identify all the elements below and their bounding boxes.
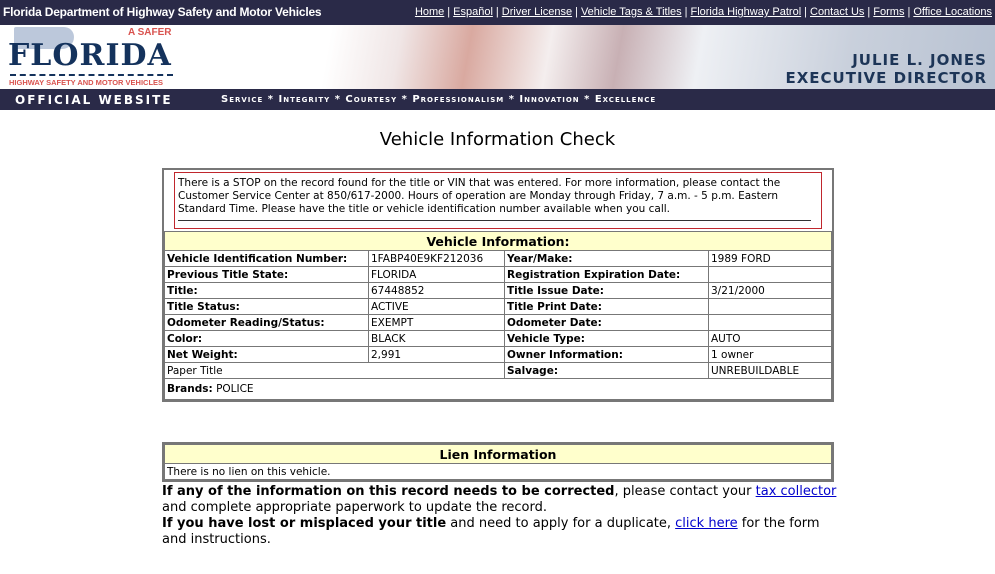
field-value: 1989 FORD bbox=[708, 250, 832, 267]
nav-strip: OFFICIAL WEBSITE Service * Integrity * C… bbox=[0, 89, 995, 110]
core-values: Service * Integrity * Courtesy * Profess… bbox=[221, 94, 657, 105]
agency-name: Florida Department of Highway Safety and… bbox=[3, 5, 322, 19]
field-label: Title Issue Date: bbox=[504, 282, 709, 299]
link-separator: | bbox=[907, 6, 911, 18]
table-row: Odometer Reading/Status: EXEMPT Odometer D… bbox=[164, 314, 832, 331]
field-value: EXEMPT bbox=[368, 314, 505, 331]
field-label: Net Weight: bbox=[164, 346, 369, 363]
nav-link-driver-license[interactable]: Driver License bbox=[501, 6, 573, 18]
field-value bbox=[708, 298, 832, 315]
stop-notice-text: There is a STOP on the record found for … bbox=[178, 177, 781, 215]
field-label: Title: bbox=[164, 282, 369, 299]
tax-collector-link[interactable]: tax collector bbox=[755, 484, 837, 499]
field-label: Title Print Date: bbox=[504, 298, 709, 315]
field-label: Year/Make: bbox=[504, 250, 709, 267]
nav-link-espa-ol[interactable]: Español bbox=[453, 6, 493, 18]
brands-value: POLICE bbox=[216, 383, 254, 395]
director-title: EXECUTIVE DIRECTOR bbox=[785, 69, 987, 87]
nav-link-florida-highway-patrol[interactable]: Florida Highway Patrol bbox=[690, 6, 802, 18]
table-row: Title Status: ACTIVE Title Print Date: bbox=[164, 298, 832, 315]
director-block: JULIE L. JONES EXECUTIVE DIRECTOR bbox=[785, 51, 987, 87]
top-bar: Florida Department of Highway Safety and… bbox=[0, 0, 995, 25]
link-separator: | bbox=[495, 6, 499, 18]
lien-text: There is no lien on this vehicle. bbox=[164, 463, 832, 480]
field-label: Registration Expiration Date: bbox=[504, 266, 709, 283]
field-label: Odometer Date: bbox=[504, 314, 709, 331]
table-row: Paper Title Salvage: UNREBUILDABLE bbox=[164, 362, 832, 379]
logo[interactable]: FLORIDA bbox=[8, 38, 172, 73]
field-label: Vehicle Type: bbox=[504, 330, 709, 347]
duplicate-note-text-end: for the form and instructions. bbox=[162, 516, 820, 547]
table-row: Title: 67448852 Title Issue Date: 3/21/2000 bbox=[164, 282, 832, 299]
stop-notice: There is a STOP on the record found for … bbox=[174, 172, 822, 229]
field-label: Odometer Reading/Status: bbox=[164, 314, 369, 331]
nav-link-home[interactable]: Home bbox=[414, 6, 445, 18]
table-row: Net Weight: 2,991 Owner Information: 1 owne… bbox=[164, 346, 832, 363]
field-value: 2,991 bbox=[368, 346, 505, 363]
correction-note-text: , please contact your bbox=[614, 484, 756, 499]
brands-cell: Brands: POLICE bbox=[164, 378, 832, 400]
lien-table: Lien Information There is no lien on thi… bbox=[164, 444, 832, 480]
field-value: BLACK bbox=[368, 330, 505, 347]
nav-link-forms[interactable]: Forms bbox=[873, 6, 905, 18]
field-label: Vehicle Identification Number: bbox=[164, 250, 369, 267]
link-separator: | bbox=[447, 6, 451, 18]
table-row: Previous Title State: FLORIDA Registration… bbox=[164, 266, 832, 283]
correction-note-text-end: and complete appropriate paperwork to up… bbox=[162, 500, 547, 515]
vehicle-info-table: Vehicle Information: Vehicle Identificat… bbox=[164, 231, 832, 400]
vehicle-info-heading: Vehicle Information: bbox=[164, 231, 832, 251]
field-label: Paper Title bbox=[164, 362, 505, 379]
field-label: Color: bbox=[164, 330, 369, 347]
footer-notes: If any of the information on this record… bbox=[162, 484, 842, 548]
field-label: Title Status: bbox=[164, 298, 369, 315]
logo-tagline: A SAFER bbox=[128, 27, 172, 38]
nav-link-contact-us[interactable]: Contact Us bbox=[810, 6, 865, 18]
field-value bbox=[708, 314, 832, 331]
divider bbox=[178, 220, 811, 221]
link-separator: | bbox=[804, 6, 807, 18]
lien-heading: Lien Information bbox=[164, 444, 832, 464]
lien-info-panel: Lien Information There is no lien on thi… bbox=[162, 442, 834, 482]
vehicle-info-panel: There is a STOP on the record found for … bbox=[162, 168, 834, 402]
page-title: Vehicle Information Check bbox=[379, 129, 616, 150]
correction-note-bold: If any of the information on this record… bbox=[162, 484, 615, 499]
field-label: Previous Title State: bbox=[164, 266, 369, 283]
director-name: JULIE L. JONES bbox=[852, 51, 987, 69]
duplicate-note-bold: If you have lost or misplaced your title bbox=[162, 516, 447, 531]
nav-link-vehicle-tags-titles[interactable]: Vehicle Tags & Titles bbox=[580, 6, 682, 18]
table-row: Color: BLACK Vehicle Type: AUTO bbox=[164, 330, 832, 347]
florida-state-shape-icon bbox=[14, 27, 74, 49]
top-links: Home | Español | Driver License | Vehicle Tags… bbox=[415, 6, 992, 18]
logo-subtitle: HIGHWAY SAFETY AND MOTOR VEHICLES bbox=[9, 78, 164, 87]
field-value: UNREBUILDABLE bbox=[708, 362, 832, 379]
field-value: FLORIDA bbox=[368, 266, 505, 283]
field-value: ACTIVE bbox=[368, 298, 505, 315]
official-website-label: OFFICIAL WEBSITE bbox=[15, 93, 173, 107]
banner: A SAFER FLORIDA HIGHWAY SAFETY AND MOTOR… bbox=[0, 25, 995, 89]
duplicate-note-text: and need to apply for a duplicate, bbox=[446, 516, 676, 531]
click-here-link[interactable]: click here bbox=[675, 516, 738, 531]
brands-row: Brands: POLICE bbox=[164, 378, 832, 400]
link-separator: | bbox=[867, 6, 871, 18]
duplicate-title-note: If you have lost or misplaced your title… bbox=[162, 516, 842, 548]
nav-link-office-locations[interactable]: Office Locations bbox=[913, 6, 992, 18]
field-label: Salvage: bbox=[504, 362, 709, 379]
correction-note: If any of the information on this record… bbox=[162, 484, 842, 516]
field-value bbox=[708, 266, 832, 283]
link-separator: | bbox=[575, 6, 578, 18]
field-value: 1FABP40E9KF212036 bbox=[368, 250, 505, 267]
link-separator: | bbox=[684, 6, 688, 18]
brands-label: Brands: bbox=[167, 383, 213, 395]
field-value: 67448852 bbox=[368, 282, 505, 299]
field-value: AUTO bbox=[708, 330, 832, 347]
logo-divider bbox=[10, 74, 173, 76]
field-value: 1 owner bbox=[708, 346, 832, 363]
field-value: 3/21/2000 bbox=[708, 282, 832, 299]
main-content: There is a STOP on the record found for … bbox=[162, 168, 836, 548]
field-label: Owner Information: bbox=[504, 346, 709, 363]
table-row: Vehicle Identification Number: 1FABP40E9K… bbox=[164, 250, 832, 267]
